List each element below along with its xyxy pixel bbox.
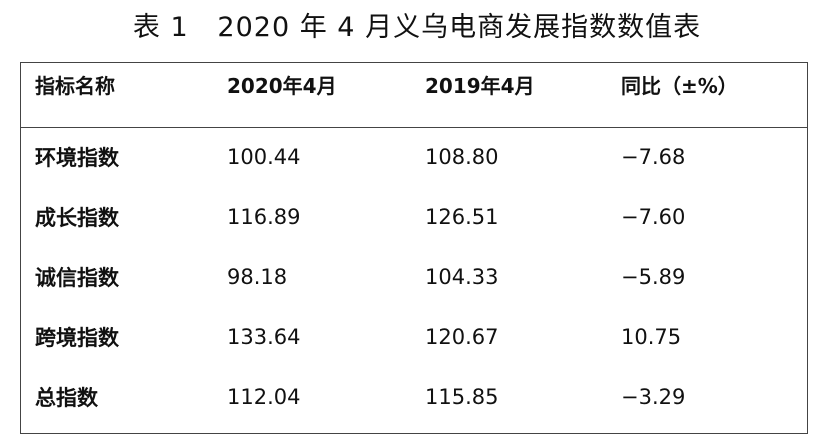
row-label-cell: 环境指数 bbox=[35, 146, 119, 170]
table-header-row: 指标名称 2020年4月 2019年4月 同比（±%） bbox=[21, 63, 807, 128]
value-cell-2020: 98.18 bbox=[227, 265, 288, 289]
header-cell-2020-april: 2020年4月 bbox=[227, 74, 337, 98]
header-cell-2019-april: 2019年4月 bbox=[425, 74, 535, 98]
value-cell-2019: 115.85 bbox=[425, 385, 499, 409]
data-table: 指标名称 2020年4月 2019年4月 同比（±%） 环境指数 100.44 … bbox=[20, 62, 808, 434]
value-cell-2019: 120.67 bbox=[425, 325, 499, 349]
row-label-cell: 跨境指数 bbox=[35, 326, 119, 350]
value-cell-2019: 104.33 bbox=[425, 265, 499, 289]
value-cell-yoy: −5.89 bbox=[621, 265, 686, 289]
table-row: 成长指数 116.89 126.51 −7.60 bbox=[21, 187, 807, 247]
table-row: 诚信指数 98.18 104.33 −5.89 bbox=[21, 247, 807, 307]
value-cell-2020: 116.89 bbox=[227, 205, 301, 229]
value-cell-2019: 126.51 bbox=[425, 205, 499, 229]
value-cell-yoy: −3.29 bbox=[621, 385, 686, 409]
table-caption: 表 1 2020 年 4 月义乌电商发展指数数值表 bbox=[132, 12, 702, 43]
value-cell-2020: 133.64 bbox=[227, 325, 301, 349]
value-cell-yoy: −7.68 bbox=[621, 145, 686, 169]
value-cell-2020: 100.44 bbox=[227, 145, 301, 169]
table-row: 总指数 112.04 115.85 −3.29 bbox=[21, 367, 807, 427]
value-cell-yoy: −7.60 bbox=[621, 205, 686, 229]
table-row: 环境指数 100.44 108.80 −7.68 bbox=[21, 127, 807, 187]
row-label-cell: 成长指数 bbox=[35, 206, 119, 230]
header-cell-yoy-change: 同比（±%） bbox=[621, 74, 738, 98]
value-cell-yoy: 10.75 bbox=[621, 325, 682, 349]
value-cell-2020: 112.04 bbox=[227, 385, 301, 409]
header-cell-indicator: 指标名称 bbox=[35, 74, 115, 98]
row-label-cell: 总指数 bbox=[35, 386, 98, 410]
row-label-cell: 诚信指数 bbox=[35, 266, 119, 290]
value-cell-2019: 108.80 bbox=[425, 145, 499, 169]
table-row: 跨境指数 133.64 120.67 10.75 bbox=[21, 307, 807, 367]
